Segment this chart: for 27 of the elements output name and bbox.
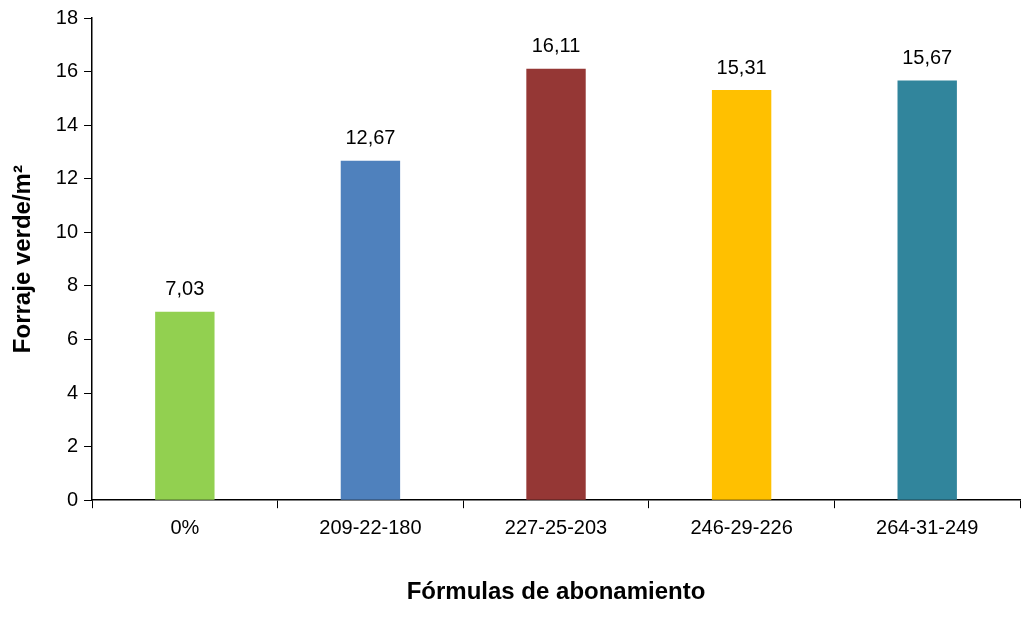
x-tick-label: 246-29-226 — [690, 515, 793, 538]
x-tick-label: 227-25-203 — [504, 515, 608, 538]
y-tick-label: 6 — [66, 326, 79, 349]
y-tick-label: 10 — [55, 219, 79, 242]
bar — [711, 90, 772, 500]
y-tick-label: 2 — [66, 434, 79, 457]
y-tick-label: 8 — [66, 273, 79, 296]
data-label: 15,31 — [716, 55, 767, 78]
x-axis-title: Fórmulas de abonamiento — [406, 577, 706, 605]
data-label: 16,11 — [531, 34, 581, 57]
y-tick-label: 0 — [66, 487, 79, 510]
y-tick-label: 18 — [55, 5, 79, 28]
data-label: 7,03 — [165, 277, 205, 300]
y-axis-title: Forraje verde/m² — [8, 165, 36, 354]
bar — [340, 160, 401, 500]
bar — [526, 68, 586, 500]
data-label: 12,67 — [345, 126, 396, 149]
x-tick-label: 264-31-249 — [876, 515, 979, 538]
y-tick-label: 12 — [55, 166, 79, 189]
bar — [897, 80, 957, 500]
x-tick-label: 209-22-180 — [319, 515, 422, 538]
bar — [155, 311, 215, 500]
y-tick-label: 16 — [55, 59, 79, 82]
y-tick-label: 4 — [66, 380, 79, 403]
data-label: 15,67 — [902, 45, 953, 68]
x-tick-label: 0% — [170, 515, 200, 538]
y-tick-label: 14 — [55, 112, 79, 135]
